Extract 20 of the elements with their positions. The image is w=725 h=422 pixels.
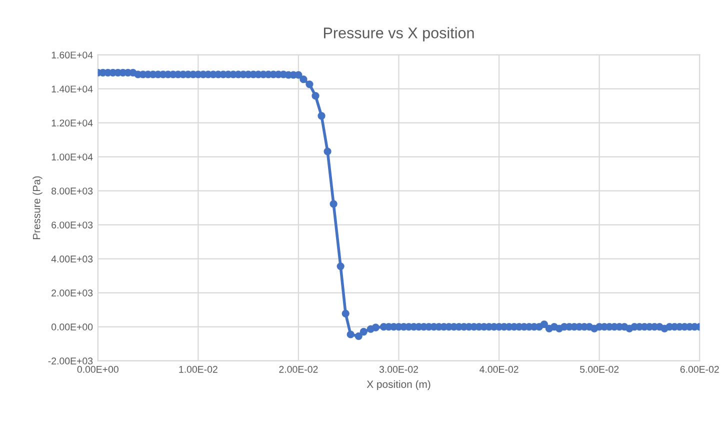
x-tick-label: 1.00E-02 (179, 366, 218, 373)
y-tick-label: -2.00E+03 (48, 358, 93, 364)
y-tick-label: 6.00E+03 (52, 222, 93, 228)
chart-title: Pressure vs X position (324, 27, 474, 42)
x-axis-title: X position (m) (366, 380, 430, 390)
x-tick-label: 0.00E+00 (77, 366, 118, 373)
y-tick-label: 0.00E+00 (51, 324, 93, 330)
y-tick-label: 4.00E+03 (51, 256, 93, 262)
y-tick-label: 1.20E+04 (52, 120, 93, 126)
y-tick-label: 1.40E+04 (52, 86, 93, 92)
x-tick-label: 4.00E-02 (480, 366, 518, 373)
y-axis-title: Pressure (Pa) (32, 176, 42, 240)
y-tick-label: 8.00E+03 (52, 188, 93, 194)
y-tick-label: 1.60E+04 (52, 52, 93, 58)
x-tick-label: 6.00E-02 (680, 366, 719, 373)
x-tick-label: 2.00E-02 (279, 366, 318, 373)
y-tick-label: 2.00E+03 (52, 290, 93, 296)
x-tick-label: 5.00E-02 (580, 366, 619, 373)
y-tick-label: 1.00E+04 (52, 154, 93, 160)
x-tick-label: 3.00E-02 (379, 366, 418, 373)
